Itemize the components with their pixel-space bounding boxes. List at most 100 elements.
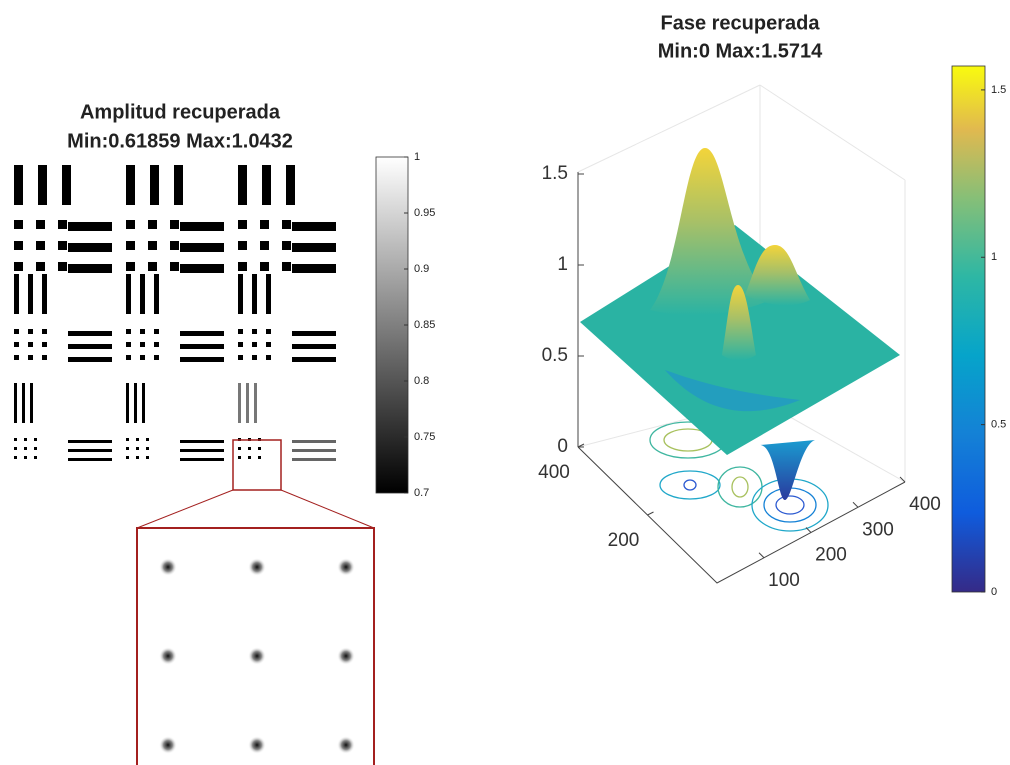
dot xyxy=(252,355,257,360)
bar xyxy=(292,222,336,231)
bar xyxy=(174,165,183,205)
dot xyxy=(36,220,45,229)
dot xyxy=(238,262,247,271)
bar xyxy=(180,264,224,273)
bar xyxy=(292,458,336,461)
dot xyxy=(42,342,47,347)
figure: Amplitud recuperada Min:0.61859 Max:1.04… xyxy=(0,0,1010,765)
dot xyxy=(34,456,37,459)
colorbar-tick-label: 0.75 xyxy=(414,431,435,443)
bar xyxy=(134,383,137,423)
bar xyxy=(68,449,112,452)
subtitle: Min:0.61859 Max:1.0432 xyxy=(67,130,293,152)
dot xyxy=(14,329,19,334)
bar xyxy=(286,165,295,205)
bar xyxy=(180,222,224,231)
bar xyxy=(140,274,145,314)
dot xyxy=(58,262,67,271)
y-tick-label: 200 xyxy=(608,530,640,551)
bar xyxy=(28,274,33,314)
bar xyxy=(238,274,243,314)
inset-dot xyxy=(248,558,266,576)
colorbar-tick-label: 1 xyxy=(991,251,997,263)
dot xyxy=(258,456,261,459)
bar xyxy=(142,383,145,423)
inset-dot xyxy=(248,647,266,665)
bar xyxy=(126,274,131,314)
colorbar-tick-label: 0.7 xyxy=(414,487,429,499)
inset-dot xyxy=(248,736,266,754)
dot xyxy=(126,456,129,459)
dot xyxy=(14,220,23,229)
dot xyxy=(126,342,131,347)
colorbar-tick-label: 0.8 xyxy=(414,375,429,387)
dot xyxy=(154,355,159,360)
dot xyxy=(170,262,179,271)
dot xyxy=(248,456,251,459)
inset-dot xyxy=(159,736,177,754)
dot xyxy=(140,355,145,360)
dot xyxy=(260,262,269,271)
dot xyxy=(14,355,19,360)
dot xyxy=(154,342,159,347)
bar xyxy=(62,165,71,205)
bar xyxy=(180,344,224,349)
z-tick-label: 1 xyxy=(557,254,568,275)
bar xyxy=(180,243,224,252)
dot xyxy=(252,329,257,334)
bar xyxy=(238,383,241,423)
bar xyxy=(266,274,271,314)
subtitle: Min:0 Max:1.5714 xyxy=(658,40,823,62)
colorbar-tick-label: 0 xyxy=(991,586,997,598)
bar xyxy=(292,264,336,273)
title: Amplitud recuperada xyxy=(80,101,281,123)
bar xyxy=(180,449,224,452)
bar xyxy=(150,165,159,205)
bar xyxy=(246,383,249,423)
dot xyxy=(136,447,139,450)
bar xyxy=(68,222,112,231)
bar xyxy=(22,383,25,423)
dot xyxy=(282,220,291,229)
dot xyxy=(248,447,251,450)
dot xyxy=(148,241,157,250)
bar xyxy=(154,274,159,314)
bar xyxy=(180,331,224,336)
x-tick-label: 200 xyxy=(815,545,847,566)
dot xyxy=(42,355,47,360)
bar xyxy=(68,344,112,349)
y-tick-label: 400 xyxy=(538,462,570,483)
bar xyxy=(254,383,257,423)
dot xyxy=(126,241,135,250)
bar xyxy=(14,383,17,423)
dot xyxy=(34,447,37,450)
dot xyxy=(252,342,257,347)
colorbar-tick-label: 1 xyxy=(414,151,420,163)
bar xyxy=(68,264,112,273)
dot xyxy=(140,329,145,334)
colorbar xyxy=(952,66,985,592)
colorbar-tick-label: 0.85 xyxy=(414,319,435,331)
dot xyxy=(24,438,27,441)
amplitude-panel: Amplitud recuperada Min:0.61859 Max:1.04… xyxy=(14,101,435,765)
dot xyxy=(258,447,261,450)
dot xyxy=(36,241,45,250)
x-tick-label: 400 xyxy=(909,494,941,515)
inset-dot xyxy=(337,647,355,665)
dot xyxy=(42,329,47,334)
dot xyxy=(260,220,269,229)
title: Fase recuperada xyxy=(661,12,821,34)
bar xyxy=(14,165,23,205)
dot xyxy=(14,438,17,441)
dot xyxy=(238,456,241,459)
dot xyxy=(136,456,139,459)
bar xyxy=(68,440,112,443)
bar xyxy=(292,357,336,362)
bar xyxy=(262,165,271,205)
bar xyxy=(30,383,33,423)
x-tick-label: 300 xyxy=(862,519,894,540)
bar xyxy=(292,449,336,452)
dot xyxy=(260,241,269,250)
z-tick-label: 0 xyxy=(557,436,568,457)
dot xyxy=(28,329,33,334)
